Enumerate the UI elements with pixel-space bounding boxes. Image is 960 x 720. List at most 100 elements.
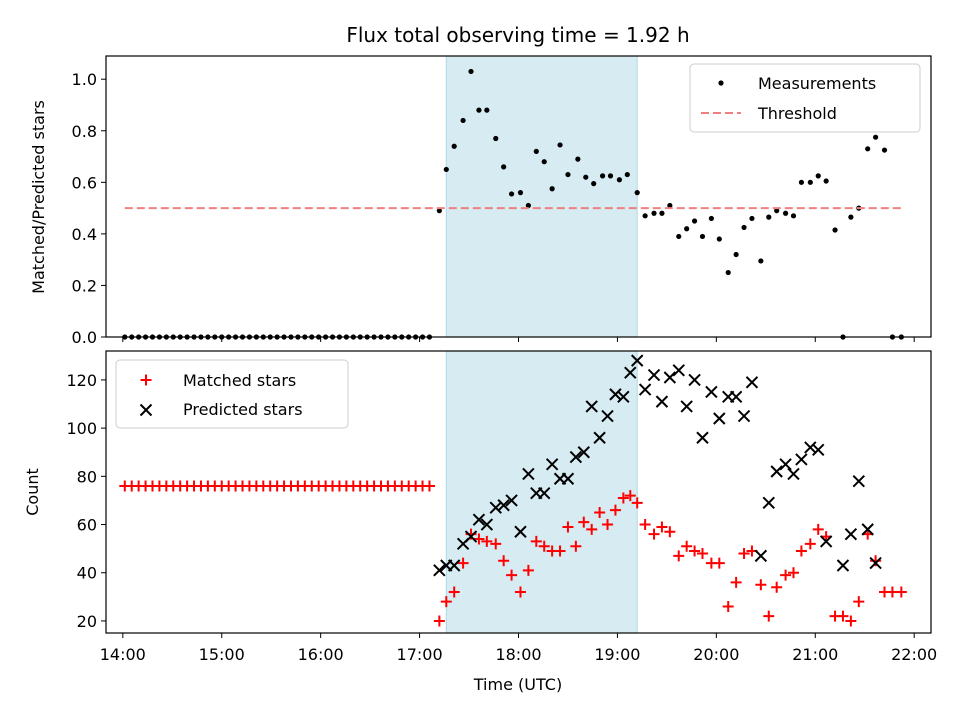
measurement-point <box>616 177 622 183</box>
predicted-star-point <box>593 431 606 444</box>
measurement-point <box>443 166 449 173</box>
measurement-point <box>508 191 515 197</box>
bottom-y-tick-label: 120 <box>66 371 97 390</box>
matched-star-point <box>845 615 857 627</box>
predicted-star-point <box>538 486 551 500</box>
matched-star-point <box>689 545 701 557</box>
measurement-point <box>476 107 482 113</box>
bottom-series-1 <box>433 354 882 577</box>
top-chart-panel: Flux total observing time = 1.92 h Match… <box>29 23 932 347</box>
legend-matched-marker <box>140 374 152 386</box>
x-tick-label: 22:00 <box>891 645 937 664</box>
predicted-star-point <box>680 400 693 413</box>
predicted-star-point <box>617 390 630 404</box>
top-y-tick-label: 0.2 <box>72 276 97 295</box>
predicted-star-point <box>663 371 677 384</box>
top-series-0 <box>122 68 904 340</box>
legend-label-matched: Matched stars <box>183 371 296 390</box>
measurement-point <box>725 269 731 276</box>
measurement-point <box>716 236 722 242</box>
predicted-star-point <box>852 474 865 488</box>
x-tick-label: 18:00 <box>495 645 541 664</box>
measurement-point <box>708 215 714 222</box>
matched-star-point <box>853 596 865 608</box>
measurement-point <box>758 258 764 264</box>
matched-star-point <box>648 528 660 540</box>
measurement-point <box>782 210 789 216</box>
measurement-point <box>667 202 673 209</box>
top-plot-area: 0.0 0.2 0.4 0.6 0.8 1.0 Measurements Threshold <box>72 55 932 347</box>
measurement-point <box>575 156 581 162</box>
predicted-star-point <box>836 559 850 572</box>
measurement-point <box>460 117 466 124</box>
matched-star-point <box>804 538 816 550</box>
matched-star-point <box>594 506 606 518</box>
legend-box <box>115 359 349 429</box>
legend-box <box>689 63 921 133</box>
predicted-star-point <box>770 465 783 478</box>
matched-star-point <box>514 586 526 598</box>
matched-star-point <box>506 569 518 581</box>
measurement-point <box>541 159 547 165</box>
x-tick-label: 19:00 <box>594 645 640 664</box>
matched-star-point <box>895 586 907 598</box>
matched-star-point <box>730 576 742 588</box>
predicted-star-point <box>812 443 825 457</box>
predicted-star-point <box>561 472 575 485</box>
predicted-star-point <box>601 409 614 423</box>
predicted-star-point <box>569 450 583 464</box>
legend-predicted-marker <box>139 403 153 417</box>
matched-star-point <box>696 547 708 559</box>
predicted-star-point <box>585 400 598 413</box>
predicted-star-point <box>819 535 833 548</box>
predicted-star-point <box>472 513 486 526</box>
measurement-point <box>684 226 690 232</box>
matched-star-point <box>473 533 485 545</box>
matched-star-point <box>586 523 598 535</box>
legend-label-predicted: Predicted stars <box>183 400 303 419</box>
bottom-plot-area: 20 40 60 80 100 120 14:00 15:00 16:00 17:00 18:00 1… <box>66 350 937 664</box>
matched-star-point <box>570 540 582 552</box>
matched-star-point <box>763 610 775 622</box>
predicted-star-point <box>672 364 685 377</box>
predicted-star-point <box>497 499 510 512</box>
matched-star-point <box>457 557 469 569</box>
predicted-star-point <box>787 467 800 481</box>
matched-star-point <box>681 540 693 552</box>
predicted-star-point <box>779 458 792 471</box>
measurement-point <box>468 68 474 75</box>
predicted-star-point <box>688 373 701 387</box>
predicted-star-point <box>655 395 669 408</box>
x-axis-label: Time (UTC) <box>473 675 562 694</box>
matched-star-point <box>423 480 435 492</box>
predicted-star-point <box>577 446 590 459</box>
matched-star-point <box>538 540 550 552</box>
matched-star-point <box>812 523 824 535</box>
bottom-chart-panel: Count Time (UTC) 20 40 60 80 100 120 14:00 15:0… <box>23 350 937 694</box>
measurement-point <box>865 146 871 152</box>
bottom-y-tick-label: 40 <box>77 564 97 583</box>
measurement-point <box>565 171 571 178</box>
x-tick-label: 17:00 <box>397 645 443 664</box>
predicted-star-point <box>737 409 751 423</box>
bottom-series-0 <box>119 480 907 627</box>
bottom-y-tick-label: 20 <box>77 612 97 631</box>
measurement-point <box>881 147 888 153</box>
measurement-point <box>517 190 524 196</box>
predicted-star-point <box>514 525 527 538</box>
matched-star-point <box>578 516 590 528</box>
measurement-point <box>642 213 648 219</box>
measurement-point <box>501 164 507 170</box>
matched-star-point <box>448 586 460 598</box>
predicted-star-point <box>729 390 743 404</box>
predicted-star-point <box>804 441 817 454</box>
matched-star-point <box>530 535 542 547</box>
predicted-star-point <box>705 385 718 399</box>
matched-star-point <box>738 547 750 559</box>
bottom-y-tick-label: 100 <box>66 419 97 438</box>
matched-star-point <box>498 555 510 567</box>
predicted-star-point <box>505 494 518 507</box>
matched-star-point <box>771 581 783 593</box>
bottom-y-tick-label: 80 <box>77 467 97 486</box>
matched-star-point <box>788 567 799 579</box>
